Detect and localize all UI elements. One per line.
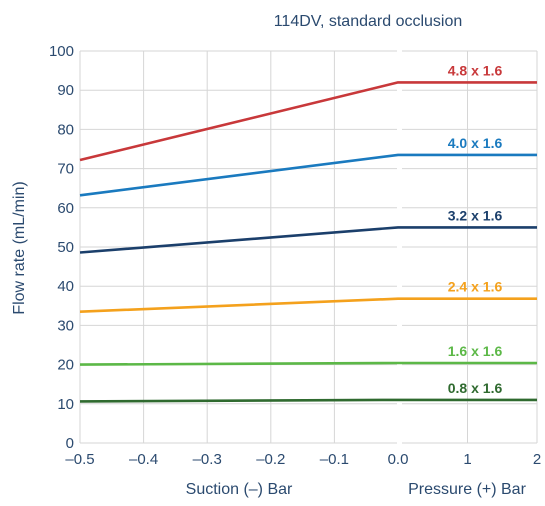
- series-line: [79, 153, 537, 197]
- y-tick-label: 80: [57, 121, 74, 138]
- series-label: 4.0 x 1.6: [448, 135, 503, 151]
- series-label: 0.8 x 1.6: [448, 380, 503, 396]
- y-tick-label: 60: [57, 200, 74, 217]
- y-tick-label: 20: [57, 357, 74, 374]
- x-tick-label: –0.3: [193, 451, 222, 468]
- y-tick-label: 40: [57, 278, 74, 295]
- series-line: [79, 81, 537, 162]
- x-tick-label: –0.5: [65, 451, 94, 468]
- y-tick-label: 100: [49, 43, 74, 60]
- x-tick-label: –0.4: [129, 451, 158, 468]
- chart-title: 114DV, standard occlusion: [274, 13, 463, 30]
- y-tick-label: 0: [66, 435, 74, 452]
- series-line: [79, 398, 537, 403]
- x-tick-label: 1: [463, 451, 471, 468]
- x-tick-label: 0.0: [388, 451, 409, 468]
- x-tick-label: –0.1: [320, 451, 349, 468]
- series-label: 1.6 x 1.6: [448, 343, 503, 359]
- tick-layer: 0 10 20 30 40 50 60 70 80 90 100 –0.5 –0.4 –0.3 –0.2 –0…: [49, 43, 541, 468]
- y-axis-title: Flow rate (mL/min): [11, 181, 28, 314]
- series-line: [79, 297, 537, 313]
- y-tick-label: 10: [57, 396, 74, 413]
- x-axis-title-pressure: Pressure (+) Bar: [408, 481, 526, 498]
- y-tick-label: 50: [57, 239, 74, 256]
- series-layer: 4.8 x 1.6 4.0 x 1.6 3.2 x 1.6 2.4 x 1.6 1.6 …: [79, 62, 537, 403]
- y-tick-label: 90: [57, 82, 74, 99]
- x-tick-label: –0.2: [256, 451, 285, 468]
- series-label: 2.4 x 1.6: [448, 279, 503, 295]
- series-label: 4.8 x 1.6: [448, 62, 503, 78]
- series-label: 3.2 x 1.6: [448, 207, 503, 223]
- x-tick-label: 2: [533, 451, 541, 468]
- series-line: [79, 361, 537, 366]
- y-tick-label: 70: [57, 161, 74, 178]
- y-tick-label: 30: [57, 317, 74, 334]
- x-axis-title-suction: Suction (–) Bar: [186, 481, 293, 498]
- series-line: [79, 226, 537, 254]
